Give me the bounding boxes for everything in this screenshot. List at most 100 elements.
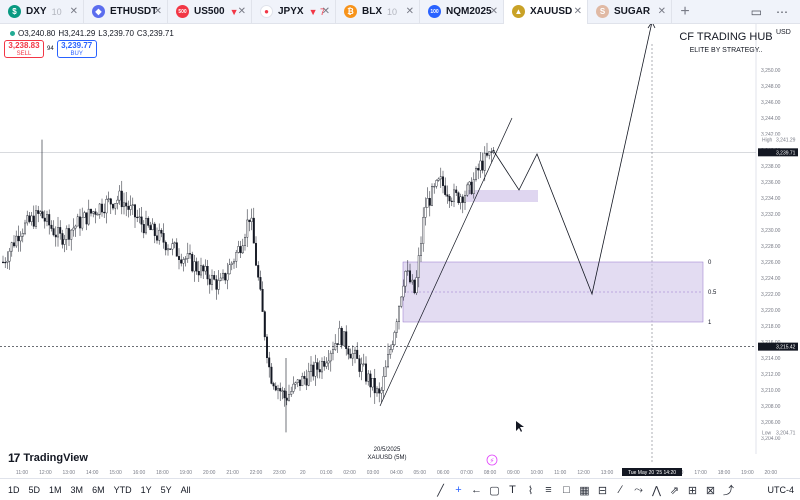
tab-ethusdt[interactable]: ◆ ETHUSDT ✕ xyxy=(84,0,168,24)
rectangle-icon[interactable]: □ xyxy=(563,484,570,496)
x-tick-label: 21:00 xyxy=(226,470,239,476)
close-icon[interactable]: ✕ xyxy=(69,5,78,17)
x-tick-label: 13:00 xyxy=(63,470,76,476)
range-3m[interactable]: 3M xyxy=(70,484,84,495)
close-icon[interactable]: ✕ xyxy=(573,5,582,17)
close-icon[interactable]: ✕ xyxy=(237,5,246,17)
brush-icon[interactable]: ∕ xyxy=(619,484,622,496)
close-icon[interactable]: ✕ xyxy=(153,5,162,17)
forecast-icon[interactable]: ⇗ xyxy=(669,484,680,497)
candle-body xyxy=(59,227,62,234)
y-tick-label: 3,244.00 xyxy=(761,116,781,122)
high-price-value: 3,241.29 xyxy=(776,138,796,144)
add-tab-icon[interactable]: + xyxy=(680,2,690,20)
range-1y[interactable]: 1Y xyxy=(140,484,152,495)
layout-icon[interactable]: ▭ xyxy=(750,5,762,19)
range-1d[interactable]: 1D xyxy=(8,484,20,495)
candle-body xyxy=(184,258,187,260)
candle-body xyxy=(133,204,136,218)
candle-body xyxy=(318,369,321,373)
tab-symbol: BLX xyxy=(362,6,382,17)
candle-body xyxy=(206,265,209,280)
candle-body xyxy=(10,242,13,252)
range-6m[interactable]: 6M xyxy=(92,484,105,495)
x-tick-label: 10:00 xyxy=(531,470,544,476)
curve-icon[interactable]: ⤴ xyxy=(723,485,734,497)
crosshair-time-label: Tue May 20 '25 14:20 xyxy=(628,470,676,476)
x-tick-label: 11:00 xyxy=(16,470,28,476)
nasdaq-icon: 100 xyxy=(428,5,441,18)
candle-body xyxy=(162,233,165,243)
tab-nqm2025[interactable]: 100 NQM2025 ✕ xyxy=(420,0,504,24)
candle-body xyxy=(378,388,381,394)
grid-icon[interactable]: ▦ xyxy=(579,484,590,497)
candle-body xyxy=(422,217,425,244)
candle-body xyxy=(32,215,35,227)
candle-body xyxy=(373,378,376,394)
range-5y[interactable]: 5Y xyxy=(160,484,172,495)
more-icon[interactable]: ⋯ xyxy=(776,5,788,19)
tab-xauusd[interactable]: ▲ XAUUSD ✕ xyxy=(504,0,588,24)
pattern-icon[interactable]: ⌇ xyxy=(527,484,534,497)
y-tick-label: 3,228.00 xyxy=(761,244,781,250)
range-ytd[interactable]: YTD xyxy=(113,484,132,495)
bitcoin-icon: ₿ xyxy=(344,5,357,18)
tab-jpyx[interactable]: ● JPYX ▼ 7 ✕ xyxy=(252,0,336,24)
currency-selector[interactable]: USD xyxy=(776,29,791,36)
ohlc-open: O3,240.80 xyxy=(18,29,56,38)
buy-price: 3,239.77 xyxy=(61,41,93,50)
tab-us500[interactable]: 500 US500 ▼ ✕ xyxy=(168,0,252,24)
tab-sugar[interactable]: S SUGAR ✕ xyxy=(588,0,672,24)
candle-body xyxy=(248,219,251,222)
y-tick-label: 3,236.00 xyxy=(761,180,781,186)
close-icon[interactable]: ✕ xyxy=(405,5,414,17)
path-icon[interactable]: ⤳ xyxy=(634,483,643,496)
candle-body xyxy=(116,199,119,204)
close-icon[interactable]: ✕ xyxy=(489,5,498,17)
candle-body xyxy=(400,296,403,307)
range-5d[interactable]: 5D xyxy=(28,484,41,495)
tradingview-logo[interactable]: 17 TradingView xyxy=(8,451,88,465)
candle-body xyxy=(173,242,176,244)
candle-body xyxy=(442,176,445,186)
candle-body xyxy=(226,273,229,281)
zigzag-icon[interactable]: ⋀ xyxy=(651,484,662,497)
candle-body xyxy=(98,203,101,215)
candle-body xyxy=(281,390,284,392)
tab-blx[interactable]: ₿ BLX 10 ✕ xyxy=(336,0,420,24)
fib-icon[interactable]: ≡ xyxy=(545,484,552,496)
candle-body xyxy=(259,277,262,290)
candle-body xyxy=(483,153,486,171)
y-tick-label: 3,224.00 xyxy=(761,276,781,282)
eraser-icon[interactable]: ⊠ xyxy=(705,484,716,497)
candle-body xyxy=(239,246,242,254)
range-all[interactable]: All xyxy=(180,484,191,495)
buy-button[interactable]: 3,239.77 BUY xyxy=(56,40,97,58)
crosshair-icon[interactable]: + xyxy=(455,484,462,496)
trendline-icon[interactable]: ╱ xyxy=(437,484,444,497)
callout-icon[interactable]: ▢ xyxy=(489,484,500,497)
candle-body xyxy=(369,373,372,388)
timezone-selector[interactable]: UTC-4 xyxy=(767,485,795,495)
trade-buttons: 3,238.83 SELL 94 3,239.77 BUY xyxy=(4,40,97,58)
tab-symbol: US500 xyxy=(194,6,225,17)
range-1m[interactable]: 1M xyxy=(49,484,62,495)
candle-body xyxy=(39,211,42,214)
candle-body xyxy=(202,265,205,272)
price-chart[interactable]: 3,250.00 3,248.00 3,246.00 3,244.00 3,242.00… xyxy=(0,24,800,478)
candle-body xyxy=(367,373,370,382)
candle-body xyxy=(81,217,84,229)
tab-dxy[interactable]: $ DXY 10 ✕ xyxy=(0,0,84,24)
arrow-left-icon[interactable]: ← xyxy=(471,484,482,496)
candle-body xyxy=(21,233,24,237)
close-icon[interactable]: ✕ xyxy=(657,5,666,17)
candle-body xyxy=(122,202,125,208)
measure-icon[interactable]: ⊟ xyxy=(597,484,608,497)
close-icon[interactable]: ✕ xyxy=(321,5,330,17)
candle-body xyxy=(46,214,49,222)
candle-body xyxy=(250,217,253,222)
text-icon[interactable]: T xyxy=(509,484,516,496)
sell-button[interactable]: 3,238.83 SELL xyxy=(4,40,44,58)
dollar-icon: $ xyxy=(8,5,21,18)
ruler-icon[interactable]: ⊞ xyxy=(687,484,698,497)
